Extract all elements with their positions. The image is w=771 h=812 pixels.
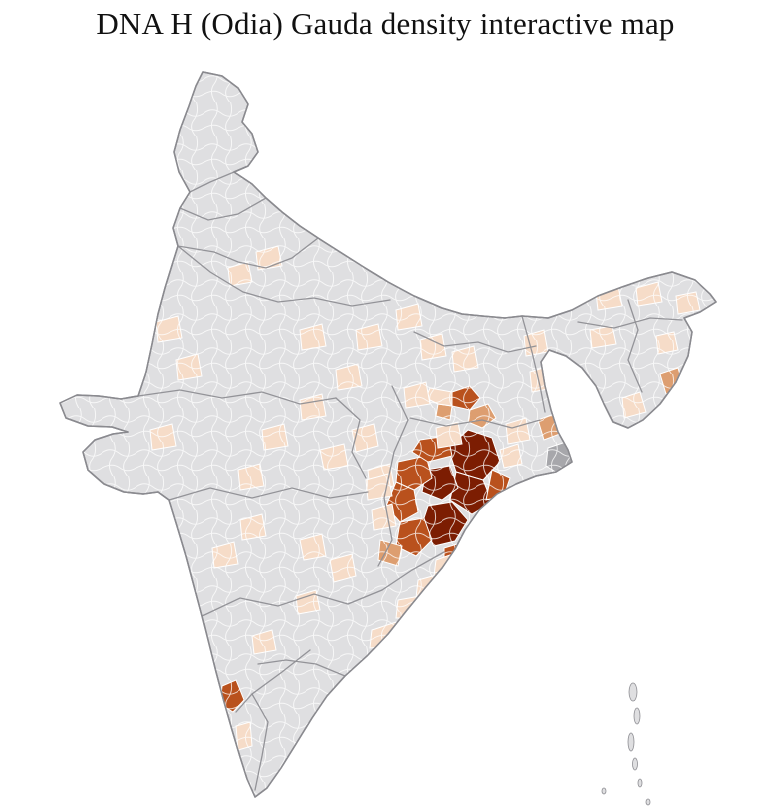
region-goa-coast[interactable]: goa-coast	[184, 609, 202, 641]
page-title: DNA H (Odia) Gauda density interactive m…	[96, 6, 675, 41]
islands-layer	[601, 682, 651, 806]
country-outline-layer	[59, 71, 717, 798]
state-borders-layer	[137, 171, 683, 791]
